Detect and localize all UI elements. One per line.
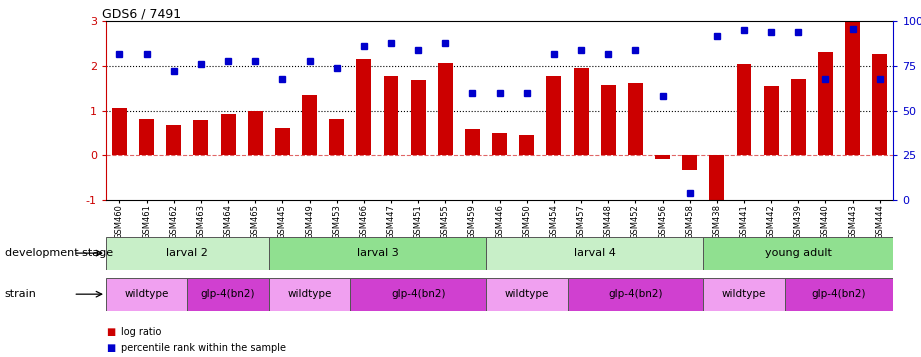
Bar: [350, 278, 486, 311]
Bar: [167, 125, 181, 155]
Bar: [682, 155, 697, 170]
Bar: [600, 85, 616, 155]
Text: larval 2: larval 2: [167, 248, 208, 258]
Bar: [785, 278, 893, 311]
Bar: [112, 109, 127, 155]
Bar: [574, 68, 589, 155]
Bar: [492, 133, 507, 155]
Text: wildtype: wildtype: [287, 289, 332, 299]
Bar: [845, 21, 860, 155]
Text: larval 3: larval 3: [356, 248, 398, 258]
Bar: [106, 278, 187, 311]
Bar: [356, 59, 371, 155]
Bar: [106, 237, 269, 270]
Bar: [269, 237, 486, 270]
Bar: [329, 119, 344, 155]
Text: wildtype: wildtype: [124, 289, 169, 299]
Text: development stage: development stage: [5, 248, 112, 258]
Text: strain: strain: [5, 289, 37, 299]
Bar: [437, 63, 453, 155]
Bar: [709, 155, 724, 204]
Bar: [567, 278, 704, 311]
Bar: [519, 135, 534, 155]
Bar: [704, 237, 893, 270]
Bar: [139, 119, 154, 155]
Bar: [302, 95, 317, 155]
Text: ■: ■: [106, 327, 115, 337]
Bar: [486, 278, 567, 311]
Bar: [737, 64, 752, 155]
Bar: [248, 111, 262, 155]
Text: ■: ■: [106, 343, 115, 353]
Text: glp-4(bn2): glp-4(bn2): [608, 289, 663, 299]
Bar: [872, 54, 887, 155]
Bar: [655, 155, 670, 159]
Bar: [486, 237, 704, 270]
Text: GDS6 / 7491: GDS6 / 7491: [102, 7, 181, 20]
Text: larval 4: larval 4: [574, 248, 615, 258]
Text: percentile rank within the sample: percentile rank within the sample: [121, 343, 286, 353]
Text: glp-4(bn2): glp-4(bn2): [811, 289, 867, 299]
Bar: [546, 76, 562, 155]
Bar: [818, 52, 833, 155]
Text: young adult: young adult: [765, 248, 832, 258]
Bar: [704, 278, 785, 311]
Bar: [465, 129, 480, 155]
Bar: [628, 82, 643, 155]
Text: log ratio: log ratio: [121, 327, 161, 337]
Bar: [269, 278, 350, 311]
Bar: [764, 86, 778, 155]
Text: glp-4(bn2): glp-4(bn2): [201, 289, 255, 299]
Bar: [411, 80, 426, 155]
Text: glp-4(bn2): glp-4(bn2): [391, 289, 446, 299]
Bar: [791, 80, 806, 155]
Bar: [275, 128, 290, 155]
Bar: [187, 278, 269, 311]
Text: wildtype: wildtype: [505, 289, 549, 299]
Text: wildtype: wildtype: [722, 289, 766, 299]
Bar: [383, 76, 399, 155]
Bar: [193, 120, 208, 155]
Bar: [221, 114, 236, 155]
